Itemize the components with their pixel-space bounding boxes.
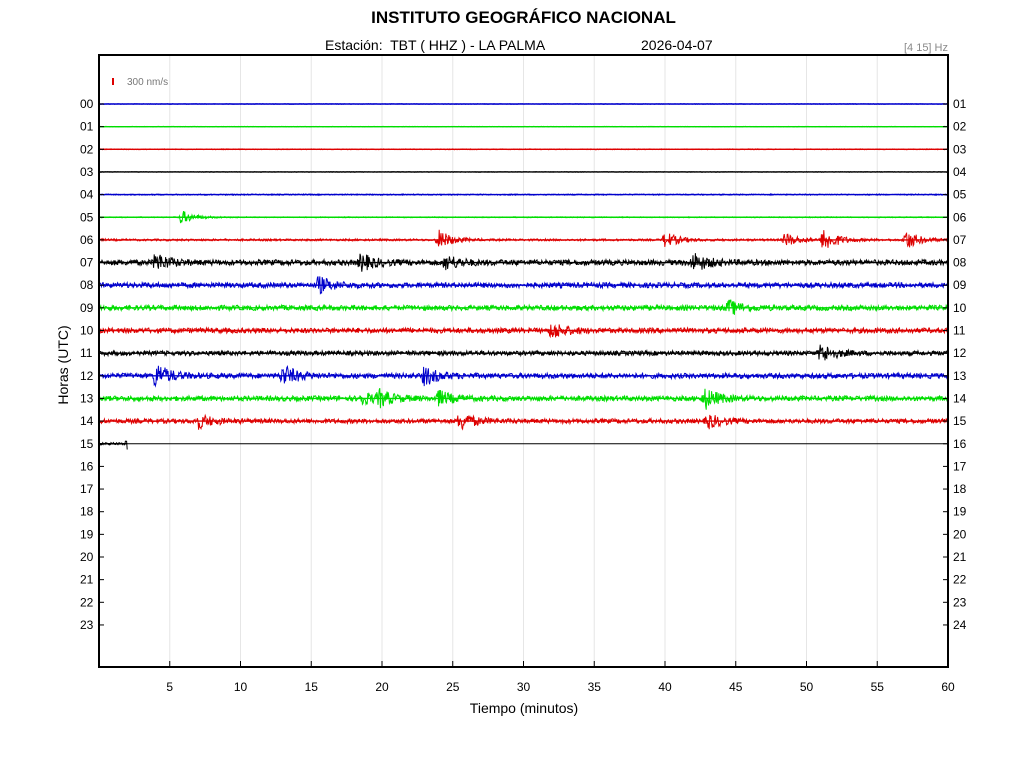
x-tick-label: 55: [871, 680, 885, 694]
hour-label-left: 08: [80, 278, 94, 292]
x-axis-label: Tiempo (minutos): [469, 700, 579, 716]
filter-band-label: [4 15] Hz: [903, 42, 948, 54]
hour-label-right: 07: [953, 233, 967, 247]
hour-label-left: 02: [80, 142, 94, 156]
hour-label-left: 21: [80, 573, 94, 587]
hour-label-right: 02: [953, 120, 967, 134]
hour-label-left: 22: [80, 595, 94, 609]
hour-label-left: 16: [80, 459, 94, 473]
scale-bar-label: 300 nm/s: [127, 77, 168, 88]
hour-label-right: 19: [953, 505, 967, 519]
x-tick-label: 50: [800, 680, 814, 694]
hour-label-left: 19: [80, 527, 94, 541]
hour-label-right: 11: [953, 324, 966, 338]
hour-label-left: 12: [80, 369, 94, 383]
hour-label-left: 13: [80, 391, 94, 405]
hour-label-right: 23: [953, 595, 967, 609]
x-tick-label: 10: [234, 680, 248, 694]
hour-label-left: 15: [80, 437, 94, 451]
station-label: Estación: TBT ( HHZ ) - LA PALMA: [325, 37, 546, 53]
hour-label-right: 16: [953, 437, 967, 451]
hour-label-right: 08: [953, 256, 967, 270]
hour-label-right: 21: [953, 550, 967, 564]
seismic-trace: [98, 440, 128, 450]
hour-label-left: 23: [80, 618, 94, 632]
hour-label-right: 24: [953, 618, 967, 632]
seismic-trace: [98, 299, 948, 315]
hour-label-left: 20: [80, 550, 94, 564]
x-tick-label: 35: [588, 680, 602, 694]
hour-label-left: 01: [80, 120, 94, 134]
hour-label-left: 10: [80, 324, 94, 338]
x-tick-label: 25: [446, 680, 460, 694]
hour-label-left: 14: [80, 414, 94, 428]
hour-label-left: 09: [80, 301, 94, 315]
hour-label-right: 20: [953, 527, 967, 541]
date-label: 2026-04-07: [641, 37, 713, 53]
x-tick-label: 60: [941, 680, 955, 694]
hour-label-right: 17: [953, 459, 967, 473]
hour-label-left: 17: [80, 482, 94, 496]
x-tick-label: 30: [517, 680, 531, 694]
x-tick-label: 40: [658, 680, 672, 694]
hour-label-left: 04: [80, 188, 94, 202]
x-tick-label: 20: [375, 680, 389, 694]
hour-label-right: 09: [953, 278, 967, 292]
plot-frame: [98, 54, 949, 668]
hour-label-right: 10: [953, 301, 967, 315]
x-tick-label: 45: [729, 680, 743, 694]
hour-label-right: 22: [953, 573, 967, 587]
hour-label-right: 06: [953, 210, 967, 224]
hour-label-left: 07: [80, 256, 94, 270]
hour-label-right: 01: [953, 97, 967, 111]
x-tick-label: 15: [305, 680, 319, 694]
seismic-trace: [98, 253, 948, 272]
hour-label-right: 12: [953, 346, 967, 360]
chart-title: INSTITUTO GEOGRÁFICO NACIONAL: [371, 8, 676, 27]
seismic-trace: [98, 387, 948, 410]
hour-label-right: 13: [953, 369, 967, 383]
hour-label-left: 18: [80, 505, 94, 519]
hour-label-right: 18: [953, 482, 967, 496]
hour-label-right: 15: [953, 414, 967, 428]
hour-label-left: 03: [80, 165, 94, 179]
hour-label-left: 05: [80, 210, 94, 224]
hour-label-left: 11: [80, 346, 93, 360]
hour-label-right: 05: [953, 188, 967, 202]
hour-label-right: 04: [953, 165, 967, 179]
x-tick-label: 5: [166, 680, 173, 694]
hour-label-right: 14: [953, 391, 967, 405]
hour-label-right: 03: [953, 142, 967, 156]
hour-label-left: 06: [80, 233, 94, 247]
hour-label-left: 00: [80, 97, 94, 111]
